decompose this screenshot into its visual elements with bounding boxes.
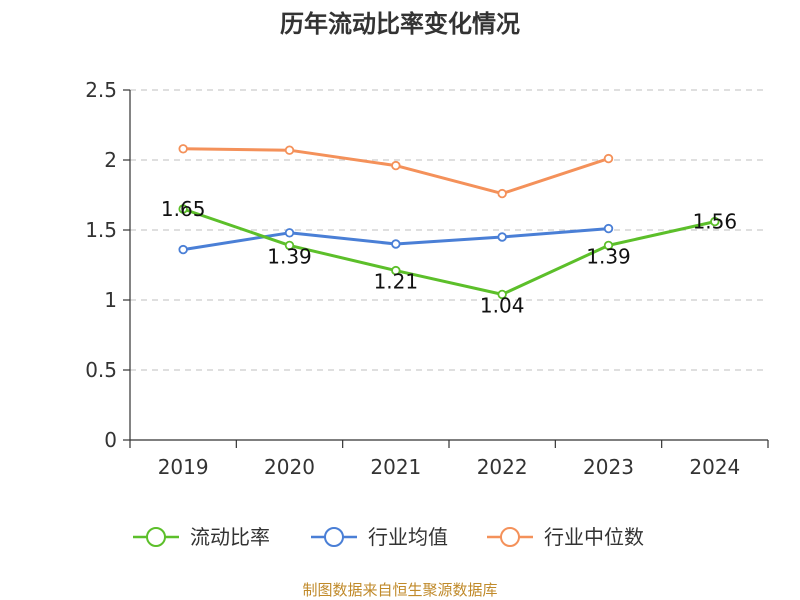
series-line-2 [183, 147, 609, 196]
y-tick-label: 0.5 [85, 358, 117, 382]
x-tick-label: 2024 [689, 455, 740, 479]
y-tick-label: 2.5 [85, 78, 117, 102]
data-point [284, 228, 295, 238]
legend-label: 行业中位数 [544, 525, 644, 549]
data-point [284, 145, 295, 155]
x-tick-label: 2019 [158, 455, 209, 479]
grid-lines [130, 89, 768, 371]
data-point [710, 216, 720, 227]
source-note: 制图数据来自恒生聚源数据库 [302, 581, 497, 599]
chart-title: 历年流动比率变化情况 [280, 10, 520, 38]
data-point [178, 144, 188, 154]
x-tick-label: 2022 [477, 455, 528, 479]
data-point [391, 160, 401, 171]
x-tick-label: 2023 [583, 455, 634, 479]
data-point [497, 188, 507, 199]
legend-label: 行业均值 [368, 525, 448, 549]
data-label: 1.56 [693, 210, 738, 234]
x-tick-label: 2021 [370, 455, 421, 479]
data-point [497, 289, 507, 300]
data-labels: 1.65 1.39 1.21 1.04 1.39 1.56 [161, 197, 737, 317]
data-label: 1.65 [161, 197, 206, 221]
data-point [284, 240, 295, 251]
legend: 流动比率 行业均值 行业中位数 [133, 525, 644, 549]
data-label: 1.39 [586, 244, 631, 268]
data-point [603, 153, 614, 164]
data-point [603, 240, 614, 251]
series-line-0 [182, 207, 716, 296]
data-point [603, 223, 614, 234]
legend-marker [324, 527, 344, 547]
data-point [391, 265, 401, 276]
series-group [178, 144, 720, 300]
x-tick-label: 2020 [264, 455, 315, 479]
data-label: 1.39 [267, 244, 312, 268]
axes: 0 0.5 1 1.5 2 2.5 2019 2020 2021 2022 2023 2024 [85, 78, 769, 479]
data-point [178, 244, 188, 255]
data-point [178, 204, 188, 214]
y-tick-label: 2 [104, 148, 117, 172]
data-point [391, 239, 401, 249]
legend-label: 流动比率 [190, 525, 270, 549]
data-label: 1.21 [374, 270, 419, 294]
y-tick-label: 1.5 [85, 218, 117, 242]
data-label: 1.04 [480, 293, 525, 317]
legend-marker [146, 527, 166, 547]
y-tick-label: 0 [104, 428, 117, 452]
data-point [497, 232, 507, 242]
legend-marker [500, 527, 520, 547]
y-tick-label: 1 [104, 288, 117, 312]
